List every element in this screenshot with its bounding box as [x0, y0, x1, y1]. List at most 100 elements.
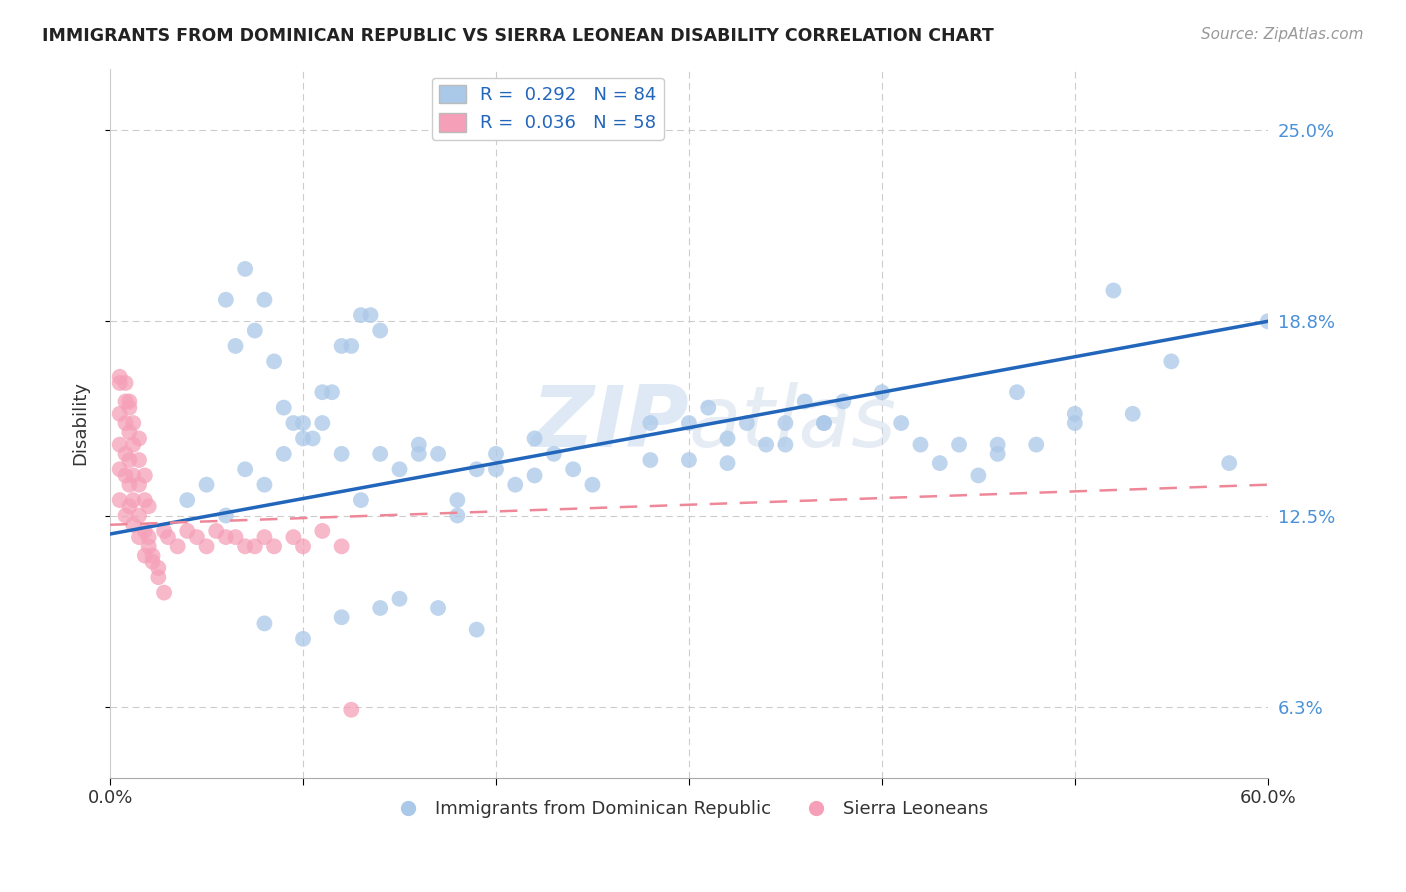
Point [967, 468, 990, 483]
Point [368, 447, 391, 461]
Point [368, 601, 391, 615]
Point [253, 616, 276, 631]
Point [128, 530, 150, 544]
Point [340, 339, 363, 353]
Point [890, 416, 912, 430]
Point [1102, 284, 1125, 298]
Point [523, 432, 546, 446]
Point [523, 468, 546, 483]
Point [156, 530, 179, 544]
Point [311, 416, 333, 430]
Point [224, 530, 246, 544]
Point [148, 561, 170, 575]
Point [330, 447, 353, 461]
Point [832, 394, 855, 409]
Point [697, 401, 720, 415]
Point [118, 394, 141, 409]
Point [408, 447, 430, 461]
Point [243, 540, 266, 554]
Point [292, 416, 315, 430]
Point [283, 530, 305, 544]
Point [793, 394, 815, 409]
Point [186, 530, 208, 544]
Point [465, 462, 488, 476]
Point [153, 585, 176, 599]
Point [311, 385, 333, 400]
Point [948, 437, 970, 451]
Point [678, 453, 700, 467]
Point [108, 462, 131, 476]
Point [360, 308, 382, 322]
Text: IMMIGRANTS FROM DOMINICAN REPUBLIC VS SIERRA LEONEAN DISABILITY CORRELATION CHAR: IMMIGRANTS FROM DOMINICAN REPUBLIC VS SI… [42, 27, 994, 45]
Point [735, 416, 758, 430]
Point [273, 401, 295, 415]
Point [485, 447, 508, 461]
Point [118, 401, 141, 415]
Point [134, 549, 156, 563]
Point [350, 493, 373, 508]
Point [640, 416, 662, 430]
Point [108, 493, 131, 508]
Point [253, 477, 276, 491]
Point [562, 462, 585, 476]
Point [813, 416, 835, 430]
Point [485, 462, 508, 476]
Point [775, 416, 797, 430]
Point [813, 416, 835, 430]
Point [118, 477, 141, 491]
Point [141, 549, 163, 563]
Point [1063, 416, 1085, 430]
Point [503, 477, 526, 491]
Point [122, 468, 145, 483]
Point [910, 437, 932, 451]
Point [215, 293, 238, 307]
Text: Source: ZipAtlas.com: Source: ZipAtlas.com [1201, 27, 1364, 42]
Point [716, 432, 738, 446]
Point [153, 524, 176, 538]
Point [233, 540, 256, 554]
Point [108, 407, 131, 421]
Point [128, 508, 150, 523]
Point [263, 354, 285, 368]
Point [1063, 407, 1085, 421]
Point [253, 293, 276, 307]
Point [330, 339, 353, 353]
Point [283, 416, 305, 430]
Point [118, 425, 141, 440]
Point [716, 456, 738, 470]
Point [755, 437, 778, 451]
Text: ZIP: ZIP [531, 382, 689, 465]
Point [1257, 314, 1279, 328]
Point [118, 453, 141, 467]
Point [446, 508, 468, 523]
Point [292, 632, 315, 646]
Point [427, 447, 450, 461]
Point [195, 477, 218, 491]
Point [330, 610, 353, 624]
Point [465, 623, 488, 637]
Point [114, 468, 136, 483]
Point [330, 540, 353, 554]
Point [1025, 437, 1047, 451]
Point [114, 394, 136, 409]
Point [138, 500, 160, 514]
Point [128, 453, 150, 467]
Point [118, 500, 141, 514]
Point [263, 540, 285, 554]
Point [176, 493, 198, 508]
Point [233, 462, 256, 476]
Point [128, 477, 150, 491]
Point [1160, 354, 1182, 368]
Point [640, 453, 662, 467]
Point [108, 369, 131, 384]
Point [987, 437, 1010, 451]
Point [678, 416, 700, 430]
Legend: Immigrants from Dominican Republic, Sierra Leoneans: Immigrants from Dominican Republic, Sier… [382, 793, 995, 825]
Text: atlas: atlas [689, 382, 897, 465]
Point [215, 530, 238, 544]
Point [141, 555, 163, 569]
Point [446, 493, 468, 508]
Point [311, 524, 333, 538]
Point [134, 493, 156, 508]
Point [122, 416, 145, 430]
